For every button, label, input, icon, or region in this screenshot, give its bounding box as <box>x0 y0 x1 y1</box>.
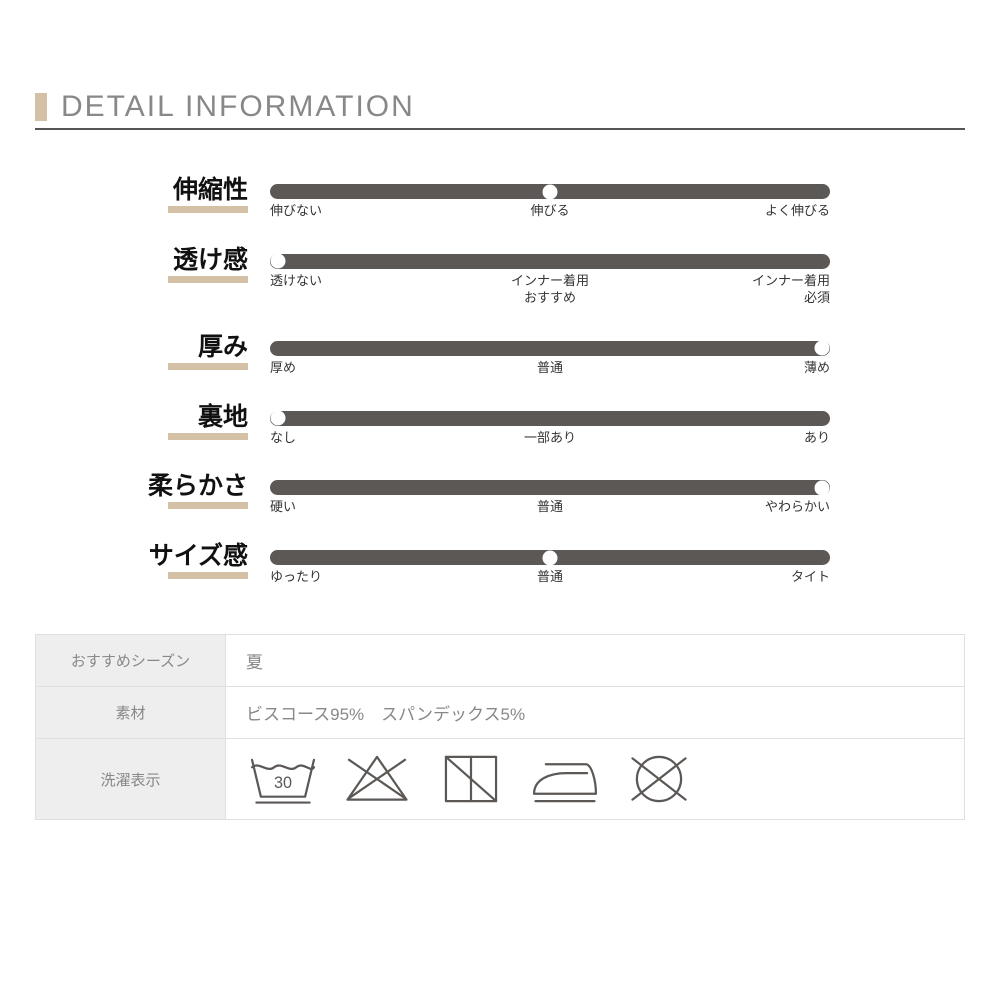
attribute-sliders: 伸縮性伸びない伸びるよく伸びる透け感透けないインナー着用 おすすめインナー着用 … <box>35 178 965 586</box>
attribute-row: 透け感透けないインナー着用 おすすめインナー着用 必須 <box>145 248 830 307</box>
attribute-name: 厚み <box>145 335 248 360</box>
attribute-name: 柔らかさ <box>145 474 248 499</box>
attribute-row: 柔らかさ硬い普通やわらかい <box>145 474 830 516</box>
info-row: 洗濯表示 30 <box>36 739 964 819</box>
info-table: おすすめシーズン夏素材ビスコース95% スパンデックス5%洗濯表示 30 <box>35 634 965 820</box>
wash-30-icon: 30 <box>246 751 320 807</box>
care-icons: 30 <box>246 739 696 819</box>
section-header: DETAIL INFORMATION <box>35 90 965 130</box>
svg-text:30: 30 <box>274 774 292 792</box>
slider-label: タイト <box>643 569 830 586</box>
attribute-underline <box>168 276 248 283</box>
attribute-underline <box>168 206 248 213</box>
slider-track <box>270 480 830 495</box>
slider-track <box>270 341 830 356</box>
slider-label: 薄め <box>643 360 830 377</box>
no-bleach-icon <box>340 751 414 807</box>
slider-track <box>270 184 830 199</box>
attribute-name: 裏地 <box>145 405 248 430</box>
slider-labels: 伸びない伸びるよく伸びる <box>270 203 830 220</box>
attribute-row: 厚み厚め普通薄め <box>145 335 830 377</box>
attribute-name: 透け感 <box>145 248 248 273</box>
slider-label: 硬い <box>270 499 457 516</box>
dry-icon <box>434 751 508 807</box>
slider-labels: ゆったり普通タイト <box>270 569 830 586</box>
header-accent-bar <box>35 93 47 121</box>
slider-indicator <box>271 254 286 269</box>
slider-indicator <box>543 184 558 199</box>
attribute-row: サイズ感ゆったり普通タイト <box>145 544 830 586</box>
slider-track <box>270 254 830 269</box>
slider-indicator <box>814 341 829 356</box>
slider-indicator <box>271 411 286 426</box>
slider-label: 普通 <box>457 499 644 516</box>
slider-label: よく伸びる <box>643 203 830 220</box>
attribute-slider: 伸びない伸びるよく伸びる <box>270 178 830 220</box>
info-key: 洗濯表示 <box>36 739 226 819</box>
attribute-slider: ゆったり普通タイト <box>270 544 830 586</box>
slider-label: 普通 <box>457 569 644 586</box>
slider-track <box>270 550 830 565</box>
slider-label: ゆったり <box>270 569 457 586</box>
slider-label: 透けない <box>270 273 457 307</box>
info-key: 素材 <box>36 687 226 738</box>
slider-track <box>270 411 830 426</box>
slider-label: やわらかい <box>643 499 830 516</box>
slider-label: 一部あり <box>457 430 644 447</box>
slider-label: 伸びる <box>457 203 644 220</box>
attribute-underline <box>168 363 248 370</box>
info-value: ビスコース95% スパンデックス5% <box>226 687 964 738</box>
iron-icon <box>528 751 602 807</box>
slider-labels: 硬い普通やわらかい <box>270 499 830 516</box>
attribute-row: 伸縮性伸びない伸びるよく伸びる <box>145 178 830 220</box>
slider-label: なし <box>270 430 457 447</box>
attribute-row: 裏地なし一部ありあり <box>145 405 830 447</box>
info-row: おすすめシーズン夏 <box>36 635 964 687</box>
slider-labels: 厚め普通薄め <box>270 360 830 377</box>
no-dryclean-icon <box>622 751 696 807</box>
slider-label: 伸びない <box>270 203 457 220</box>
info-value: 夏 <box>226 635 964 686</box>
attribute-slider: なし一部ありあり <box>270 405 830 447</box>
slider-label: インナー着用 おすすめ <box>457 273 644 307</box>
attribute-name: 伸縮性 <box>145 178 248 203</box>
slider-indicator <box>543 550 558 565</box>
slider-label: インナー着用 必須 <box>643 273 830 307</box>
info-row: 素材ビスコース95% スパンデックス5% <box>36 687 964 739</box>
slider-label: 厚め <box>270 360 457 377</box>
attribute-slider: 厚め普通薄め <box>270 335 830 377</box>
attribute-underline <box>168 502 248 509</box>
attribute-underline <box>168 572 248 579</box>
header-title: DETAIL INFORMATION <box>61 90 415 124</box>
slider-label: 普通 <box>457 360 644 377</box>
slider-indicator <box>814 480 829 495</box>
attribute-name: サイズ感 <box>145 544 248 569</box>
slider-label: あり <box>643 430 830 447</box>
info-value: 30 <box>226 739 964 819</box>
attribute-slider: 透けないインナー着用 おすすめインナー着用 必須 <box>270 248 830 307</box>
slider-labels: 透けないインナー着用 おすすめインナー着用 必須 <box>270 273 830 307</box>
attribute-slider: 硬い普通やわらかい <box>270 474 830 516</box>
attribute-underline <box>168 433 248 440</box>
slider-labels: なし一部ありあり <box>270 430 830 447</box>
info-key: おすすめシーズン <box>36 635 226 686</box>
